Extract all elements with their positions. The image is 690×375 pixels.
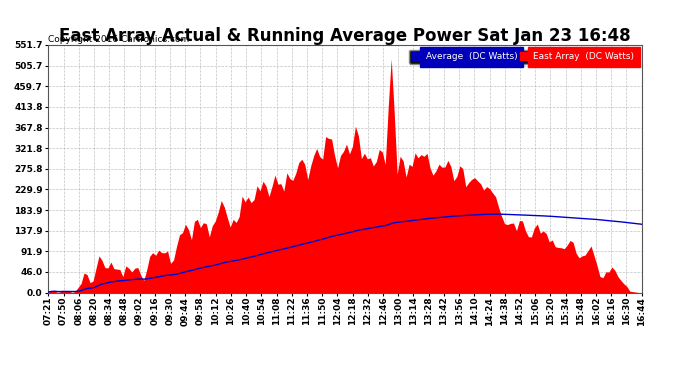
Legend: Average  (DC Watts), East Array  (DC Watts): Average (DC Watts), East Array (DC Watts… bbox=[409, 50, 637, 64]
Text: Copyright 2016 Cartronics.com: Copyright 2016 Cartronics.com bbox=[48, 35, 190, 44]
Title: East Array Actual & Running Average Power Sat Jan 23 16:48: East Array Actual & Running Average Powe… bbox=[59, 27, 631, 45]
